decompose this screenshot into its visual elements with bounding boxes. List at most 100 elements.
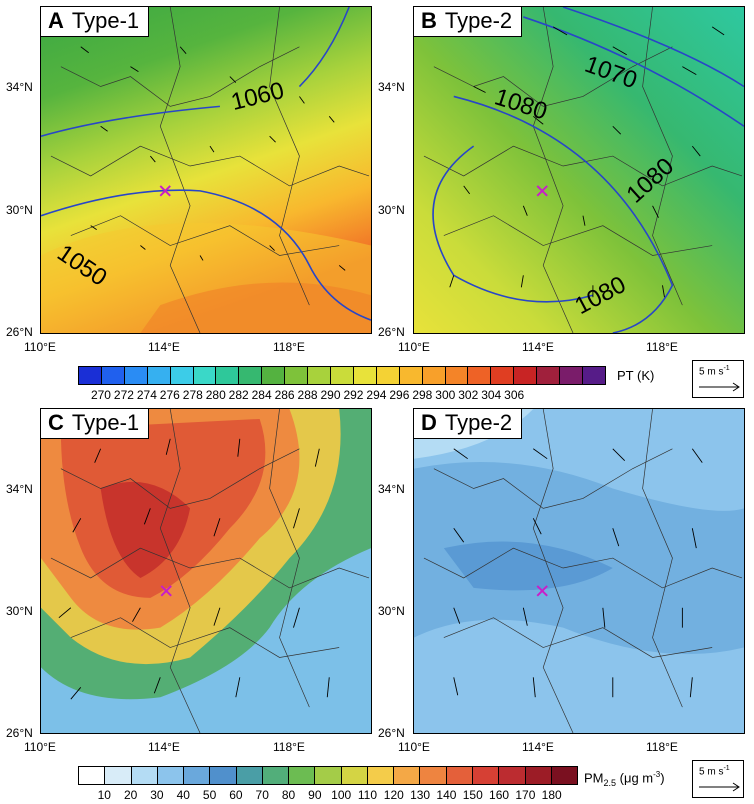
colorbar-tick-label: 292	[343, 388, 364, 402]
colorbar-tick-label: 278	[182, 388, 203, 402]
colorbar-swatch	[376, 367, 400, 384]
colorbar-tick-label: 140	[436, 788, 457, 802]
colorbar-tick-label: 282	[228, 388, 249, 402]
colorbar-tick-label: 288	[297, 388, 318, 402]
colorbar-swatch	[472, 767, 500, 784]
colorbar-tick-label: 170	[515, 788, 536, 802]
lat-label: 34°N	[378, 482, 405, 496]
lat-label: 30°N	[378, 203, 405, 217]
lat-label: 26°N	[378, 325, 405, 339]
colorbar-swatch	[239, 367, 263, 384]
lon-label: 114°E	[148, 740, 180, 754]
colorbar-swatch	[537, 367, 561, 384]
colorbar-swatch	[499, 767, 526, 784]
colorbar-swatch	[101, 367, 125, 384]
colorbar-swatch	[308, 367, 331, 384]
colorbar-tick-label: 50	[202, 788, 217, 802]
colorbar-swatch	[131, 767, 158, 784]
colorbar-tick-label: 60	[229, 788, 243, 802]
pm25-colorbar-unit: PM2.5 (μg m-3)	[584, 770, 665, 788]
colorbar-tick-label: 90	[308, 788, 322, 802]
colorbar-swatch	[341, 767, 368, 784]
wind-vectors	[453, 448, 703, 698]
wind-vectors	[58, 438, 330, 700]
colorbar-tick-label: 296	[389, 388, 410, 402]
colorbar-swatch	[525, 767, 552, 784]
colorbar-tick-label: 110	[357, 788, 378, 802]
colorbar-swatch	[170, 367, 194, 384]
panel-c-title: C Type-1	[41, 409, 150, 439]
lon-label: 114°E	[522, 340, 554, 354]
colorbar-swatch	[193, 367, 217, 384]
reference-vector-bottom: 5 m s-1	[692, 760, 744, 798]
colorbar-swatch	[491, 367, 515, 384]
colorbar-tick-label: 270	[90, 388, 111, 402]
colorbar-tick-label: 304	[481, 388, 502, 402]
colorbar-tick-label: 284	[251, 388, 272, 402]
colorbar-tick-label: 70	[255, 788, 269, 802]
colorbar-tick-label: 10	[97, 788, 111, 802]
panel-a-pt-map: A Type-1 1060 1050	[40, 6, 372, 334]
wind-vectors	[80, 46, 346, 271]
lat-label: 26°N	[378, 726, 405, 740]
colorbar-swatch	[124, 367, 148, 384]
colorbar-swatch	[446, 767, 473, 784]
colorbar-swatch	[262, 367, 286, 384]
colorbar-swatch	[184, 767, 211, 784]
lat-label: 34°N	[6, 80, 33, 94]
lon-label: 118°E	[646, 340, 678, 354]
pt-colorbar	[78, 366, 606, 385]
colorbar-tick-label: 302	[458, 388, 479, 402]
colorbar-tick-label: 160	[489, 788, 510, 802]
colorbar-tick-label: 100	[331, 788, 352, 802]
colorbar-swatch	[216, 367, 240, 384]
colorbar-swatch	[514, 367, 538, 384]
colorbar-swatch	[399, 367, 423, 384]
lon-label: 114°E	[522, 740, 554, 754]
lat-label: 30°N	[378, 604, 405, 618]
colorbar-tick-label: 120	[383, 788, 404, 802]
panel-b-title: B Type-2	[414, 7, 523, 37]
colorbar-swatch	[445, 367, 469, 384]
colorbar-tick-label: 30	[150, 788, 164, 802]
colorbar-tick-label: 130	[410, 788, 431, 802]
lon-label: 118°E	[646, 740, 678, 754]
lon-label: 110°E	[398, 740, 430, 754]
colorbar-swatch	[315, 767, 342, 784]
colorbar-swatch	[353, 367, 377, 384]
colorbar-swatch	[551, 767, 578, 784]
colorbar-swatch	[157, 767, 185, 784]
colorbar-tick-label: 298	[412, 388, 433, 402]
lat-label: 34°N	[6, 482, 33, 496]
lat-label: 30°N	[6, 203, 33, 217]
colorbar-swatch	[422, 367, 446, 384]
panel-b-pt-map: B Type-2 1080 1070 1080 1080	[413, 6, 745, 334]
panel-d-title: D Type-2	[414, 409, 523, 439]
colorbar-swatch	[79, 767, 106, 784]
panel-d-pm25-map: D Type-2	[413, 408, 745, 734]
pt-colorbar-unit: PT (K)	[617, 368, 655, 383]
colorbar-swatch	[330, 367, 354, 384]
lon-label: 110°E	[398, 340, 430, 354]
colorbar-swatch	[560, 367, 583, 384]
colorbar-swatch	[285, 367, 309, 384]
colorbar-swatch	[262, 767, 290, 784]
colorbar-swatch	[420, 767, 447, 784]
colorbar-tick-label: 80	[281, 788, 296, 802]
lon-label: 110°E	[24, 740, 56, 754]
colorbar-tick-label: 294	[366, 388, 387, 402]
colorbar-tick-label: 300	[435, 388, 456, 402]
lon-label: 114°E	[148, 340, 180, 354]
wind-vectors	[449, 26, 725, 298]
colorbar-swatch	[236, 767, 263, 784]
colorbar-tick-label: 286	[274, 388, 295, 402]
lon-label: 118°E	[273, 740, 305, 754]
reference-vector-top: 5 m s-1	[692, 360, 744, 398]
colorbar-tick-label: 40	[176, 788, 190, 802]
lat-label: 26°N	[6, 325, 33, 339]
colorbar-tick-label: 272	[113, 388, 134, 402]
colorbar-swatch	[79, 367, 102, 384]
colorbar-swatch	[394, 767, 421, 784]
colorbar-swatch	[289, 767, 316, 784]
lat-label: 34°N	[378, 80, 405, 94]
